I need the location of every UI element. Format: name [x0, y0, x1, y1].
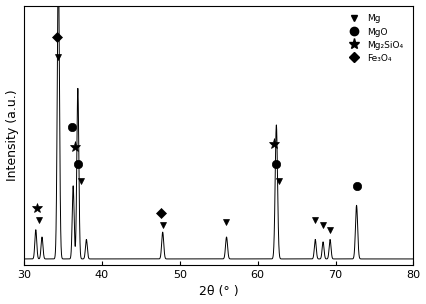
Legend: Mg, MgO, Mg₂SiO₄, Fe₃O₄: Mg, MgO, Mg₂SiO₄, Fe₃O₄ — [344, 13, 405, 64]
X-axis label: 2θ (° ): 2θ (° ) — [199, 285, 239, 299]
Y-axis label: Intensity (a.u.): Intensity (a.u.) — [6, 89, 19, 181]
